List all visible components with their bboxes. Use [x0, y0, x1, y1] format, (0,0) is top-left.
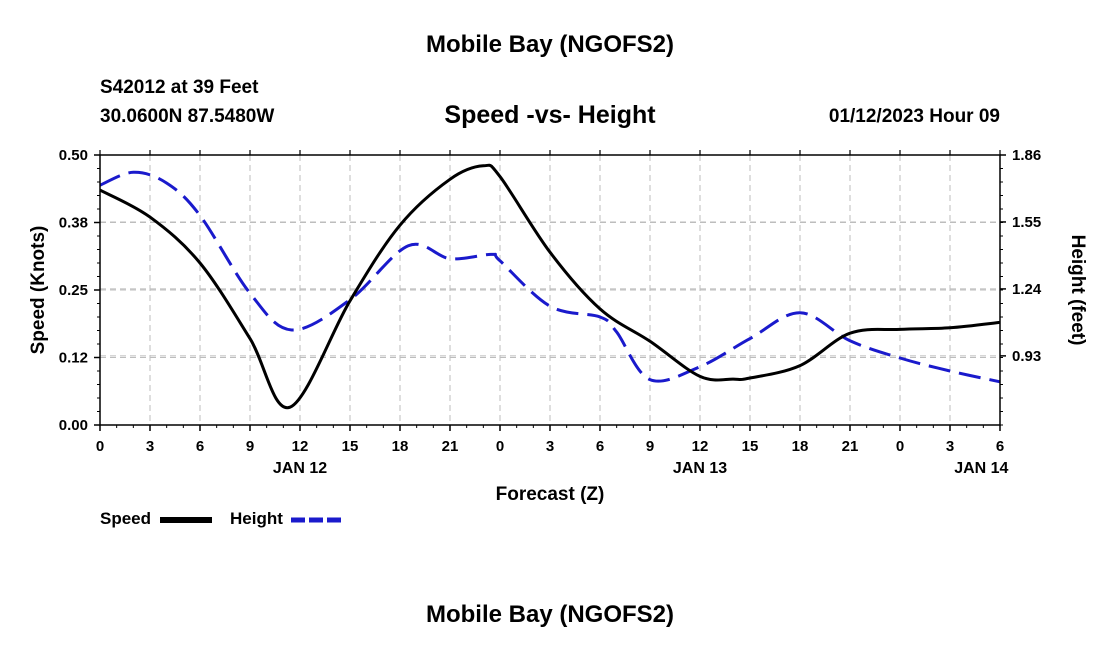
x-tick-label: 3 — [146, 438, 154, 455]
y-tick-label: 0.38 — [59, 215, 88, 232]
x-axis-title: Forecast (Z) — [496, 484, 605, 505]
chart-grid — [100, 155, 1000, 425]
x-tick-label: 3 — [946, 438, 954, 455]
legend-height-label: Height — [230, 509, 283, 528]
page-title: Mobile Bay (NGOFS2) — [425, 31, 675, 58]
y-tick-label: 0.50 — [59, 147, 88, 164]
date-label: JAN 14 — [954, 460, 1008, 477]
x-tick-label: 6 — [996, 438, 1004, 455]
date-label: JAN 12 — [273, 460, 327, 477]
x-tick-label: 9 — [246, 438, 254, 455]
y-tick-label: 0.12 — [59, 350, 88, 367]
forecast-date: 01/12/2023 Hour 09 — [828, 106, 1000, 127]
y-tick-label: 0.00 — [59, 417, 88, 434]
station-label: S42012 at 39 Feet — [100, 77, 259, 98]
x-tick-label: 6 — [596, 438, 604, 455]
plot-frame — [99, 154, 1001, 426]
date-label: JAN 13 — [673, 460, 727, 477]
legend-height-swatch — [291, 517, 343, 523]
series-line-speed — [99, 163, 1001, 409]
x-tick-label: 0 — [96, 438, 104, 455]
x-tick-label: 12 — [692, 438, 709, 455]
y2-tick-label: 1.24 — [1012, 281, 1042, 298]
y2-tick-label: 0.93 — [1012, 348, 1041, 365]
chart-title: Speed -vs- Height — [444, 101, 656, 129]
x-tick-label: 15 — [342, 438, 359, 455]
x-axis: 0 3 6 9 12 15 18 21 0 3 6 9 12 15 18 21 0 3 6 JAN 12 JAN 13 J… — [96, 150, 1009, 505]
x-tick-label: 21 — [842, 438, 859, 455]
legend-speed-swatch — [160, 517, 212, 523]
y-axis-left: 0.00 0.12 0.25 0.38 0.50 Speed (Knots) — [28, 147, 100, 434]
y2-tick-label: 1.86 — [1012, 147, 1041, 164]
y2-axis-title: Height (feet) — [1067, 235, 1088, 346]
x-tick-label: 15 — [742, 438, 759, 455]
x-tick-label: 18 — [792, 438, 809, 455]
x-tick-label: 9 — [646, 438, 654, 455]
x-tick-label: 18 — [392, 438, 409, 455]
x-tick-label: 3 — [546, 438, 554, 455]
speed-height-chart: 0 3 6 9 12 15 18 21 0 3 6 9 12 15 18 21 0 3 6 JAN 12 JAN 13 J… — [28, 147, 1088, 505]
x-tick-label: 6 — [196, 438, 204, 455]
x-tick-label: 12 — [292, 438, 309, 455]
y-axis-right: 0.93 1.24 1.55 1.86 Height (feet) — [1000, 147, 1088, 426]
legend-speed-label: Speed — [100, 509, 152, 528]
series-line-height — [99, 170, 1001, 384]
location-label: 30.0600N 87.5480W — [100, 106, 275, 127]
y-tick-label: 0.25 — [59, 282, 88, 299]
y-axis-title: Speed (Knots) — [28, 226, 49, 355]
x-tick-label: 0 — [496, 438, 504, 455]
footer-title: Mobile Bay (NGOFS2) — [425, 601, 675, 628]
x-tick-label: 21 — [442, 438, 459, 455]
x-tick-label: 0 — [896, 438, 904, 455]
y2-tick-label: 1.55 — [1012, 214, 1041, 231]
series-lines — [99, 163, 1001, 409]
